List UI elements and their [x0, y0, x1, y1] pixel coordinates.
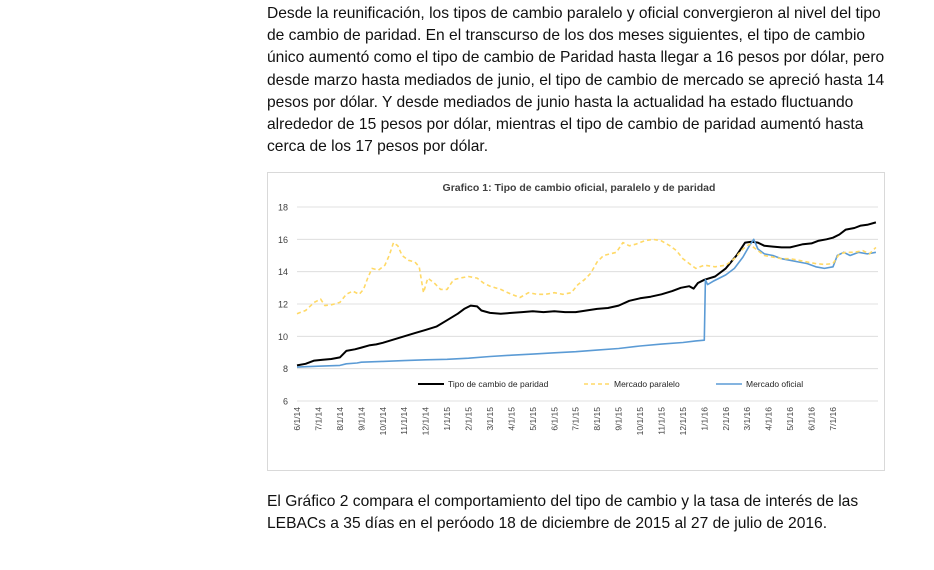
x-tick-label: 10/1/14: [378, 407, 388, 436]
y-tick-label: 10: [278, 332, 288, 342]
x-tick-label: 5/1/15: [528, 407, 538, 431]
x-tick-label: 6/1/15: [549, 407, 559, 431]
x-tick-label: 3/1/15: [485, 407, 495, 431]
y-tick-label: 16: [278, 235, 288, 245]
x-tick-label: 10/1/15: [635, 407, 645, 436]
paragraph-grafico2: El Gráfico 2 compara el comportamiento d…: [267, 493, 859, 533]
x-tick-label: 7/1/14: [313, 407, 323, 431]
x-tick-label: 6/1/16: [807, 407, 817, 431]
x-tick-label: 3/1/16: [742, 407, 752, 431]
series-line-mercado-oficial: [296, 238, 877, 368]
y-tick-label: 12: [278, 300, 288, 310]
legend-label: Mercado paralelo: [614, 379, 680, 389]
x-tick-label: 11/1/14: [399, 407, 409, 435]
x-tick-label: 7/1/15: [571, 407, 581, 431]
x-tick-label: 12/1/14: [421, 407, 431, 436]
series-line-tipo-de-cambio-de-paridad: [296, 221, 877, 367]
x-tick-label: 2/1/15: [464, 407, 474, 431]
y-tick-label: 8: [283, 364, 288, 374]
y-tick-label: 14: [278, 267, 288, 277]
y-tick-label: 18: [278, 203, 288, 213]
x-tick-label: 8/1/15: [592, 407, 602, 431]
x-tick-label: 7/1/16: [828, 407, 838, 431]
x-tick-label: 8/1/14: [335, 407, 345, 431]
line-chart: Grafico 1: Tipo de cambio oficial, paral…: [278, 182, 878, 436]
x-tick-label: 2/1/16: [721, 407, 731, 431]
x-tick-label: 1/1/16: [699, 407, 709, 431]
y-tick-label: 6: [283, 397, 288, 407]
legend-label: Tipo de cambio de paridad: [448, 379, 549, 389]
x-tick-label: 4/1/15: [506, 407, 516, 431]
legend-label: Mercado oficial: [746, 379, 803, 389]
x-tick-label: 9/1/14: [356, 407, 366, 431]
series-line-mercado-paralelo: [296, 238, 877, 315]
x-tick-label: 11/1/15: [656, 407, 666, 435]
chart-container: Grafico 1: Tipo de cambio oficial, paral…: [267, 172, 885, 471]
chart-title: Grafico 1: Tipo de cambio oficial, paral…: [443, 182, 716, 194]
x-tick-label: 9/1/15: [614, 407, 624, 431]
x-tick-label: 6/1/14: [292, 407, 302, 431]
x-tick-label: 1/1/15: [442, 407, 452, 431]
x-tick-label: 5/1/16: [785, 407, 795, 431]
x-tick-label: 4/1/16: [764, 407, 774, 431]
paragraph-intro: Desde la reunificación, los tipos de cam…: [267, 5, 885, 156]
x-tick-label: 12/1/15: [678, 407, 688, 436]
